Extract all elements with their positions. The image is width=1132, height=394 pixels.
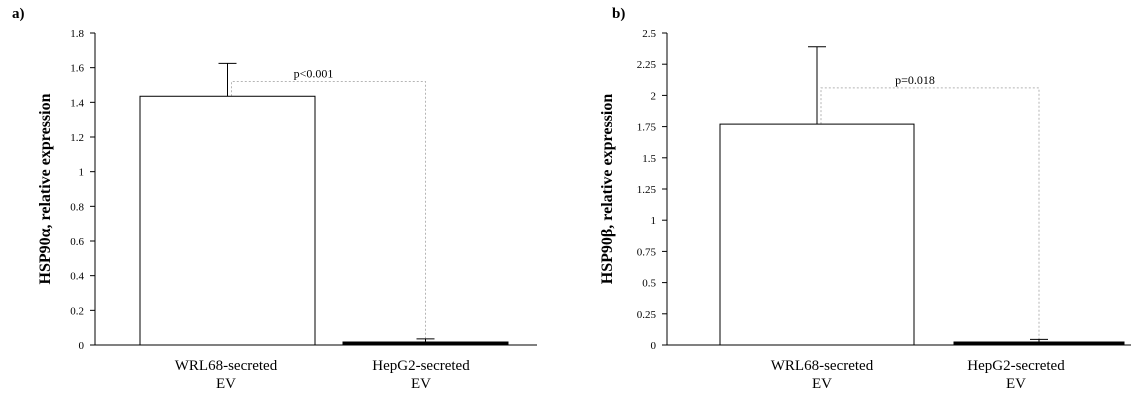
x-category-label: HepG2-secreted EV xyxy=(967,358,1065,392)
y-tick-label: 0.75 xyxy=(637,246,657,258)
y-tick-label: 1 xyxy=(651,215,657,227)
x-category-label: HepG2-secreted EV xyxy=(372,358,470,392)
y-tick-label: 1.8 xyxy=(70,28,84,40)
y-tick-label: 1.4 xyxy=(70,97,84,109)
y-tick-label: 0.2 xyxy=(70,305,84,317)
y-tick-label: 1 xyxy=(79,167,85,179)
significance-label: p=0.018 xyxy=(895,73,935,87)
x-category-label-line: EV xyxy=(1006,376,1026,392)
y-tick-label: 1.5 xyxy=(642,153,656,165)
x-category-label-line: EV xyxy=(812,376,832,392)
y-tick-label: 0.6 xyxy=(70,236,84,248)
x-category-label-line: HepG2-secreted xyxy=(967,358,1065,374)
bar-chart-hsp90-alpha: a) 0 0.2 0.4 0.6 0.8 1 1.2 1.4 1.6 1.8 HSP90α, rela… xyxy=(12,6,537,392)
bar-chart-hsp90-beta: b) 0 0.25 0.5 0.75 1 1.25 1.5 1.75 2 2.25 2.5 HSP90β… xyxy=(599,6,1131,392)
y-tick-label: 2 xyxy=(651,90,657,102)
x-category-label-line: HepG2-secreted xyxy=(372,358,470,374)
y-tick-label: 0.25 xyxy=(637,309,657,321)
y-tick-label: 0.8 xyxy=(70,201,84,213)
y-tick-label: 2.25 xyxy=(637,59,657,71)
bar xyxy=(139,95,316,346)
x-category-label: WRL68-secreted EV xyxy=(175,358,278,392)
significance-bracket xyxy=(820,87,1040,340)
y-tick-label: 0.5 xyxy=(642,278,656,290)
y-tick-label: 1.6 xyxy=(70,63,84,75)
x-category-label-line: EV xyxy=(216,376,236,392)
y-tick-label: 0 xyxy=(79,340,85,352)
significance-bracket xyxy=(231,81,426,339)
y-axis-label: HSP90β, relative expression xyxy=(599,94,616,285)
y-axis-label: HSP90α, relative expression xyxy=(37,93,54,284)
bar xyxy=(719,123,915,346)
y-tick-label: 1.25 xyxy=(637,184,657,196)
x-category-label: WRL68-secreted EV xyxy=(771,358,874,392)
significance-label: p<0.001 xyxy=(294,67,334,81)
chart-panel-a: a) 0 0.2 0.4 0.6 0.8 1 1.2 1.4 1.6 1.8 HSP90α, rela… xyxy=(12,6,537,392)
y-tick-label: 1.2 xyxy=(70,132,84,144)
bar xyxy=(953,341,1125,346)
x-category-label-line: EV xyxy=(411,376,431,392)
panel-label: b) xyxy=(612,6,625,22)
y-tick-label: 2.5 xyxy=(642,28,656,40)
panel-label: a) xyxy=(12,6,25,22)
y-tick-label: 1.75 xyxy=(637,122,657,134)
y-tick-label: 0.4 xyxy=(70,271,84,283)
y-tick-label: 0 xyxy=(651,340,657,352)
x-category-label-line: WRL68-secreted xyxy=(771,358,874,374)
x-category-label-line: WRL68-secreted xyxy=(175,358,278,374)
chart-panel-b: b) 0 0.25 0.5 0.75 1 1.25 1.5 1.75 2 2.25 2.5 HSP90β… xyxy=(566,0,1132,394)
bar xyxy=(342,341,509,346)
